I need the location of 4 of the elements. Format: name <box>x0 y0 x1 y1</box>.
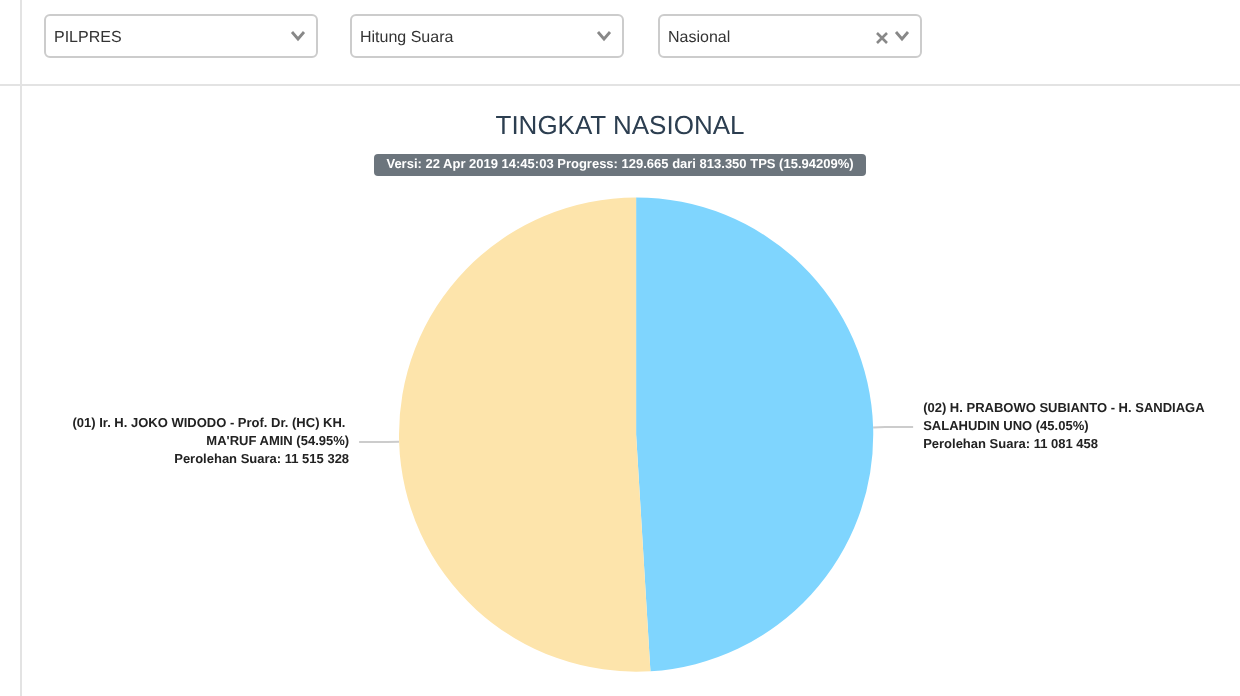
text: Hitung Suara <box>360 28 454 46</box>
text: PILPRES <box>54 28 122 46</box>
text: Nasional <box>668 28 731 46</box>
chart-title: TINGKAT NASIONAL <box>495 110 745 140</box>
